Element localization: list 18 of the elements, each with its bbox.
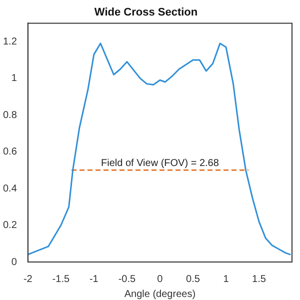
x-tick-label: 1.5 <box>252 274 266 285</box>
x-tick-label: -1.5 <box>52 274 70 285</box>
x-tick-label: -2 <box>23 274 33 285</box>
y-tick-label: 1 <box>11 73 18 84</box>
chart-title: Wide Cross Section <box>94 6 198 19</box>
x-tick-label: 1 <box>223 274 230 285</box>
y-tick-label: 1.2 <box>2 36 18 48</box>
y-tick-label: 0.4 <box>2 183 18 194</box>
x-tick-label: -1 <box>89 274 99 285</box>
y-tick-label: 0.8 <box>2 110 18 121</box>
annotation: Field of View (FOV) = 2.68 <box>100 158 220 169</box>
x-tick-label: -0.5 <box>118 274 136 285</box>
x-tick-label: 0 <box>157 274 164 285</box>
y-tick-label: 0 <box>11 256 18 268</box>
x-tick-label: 0.5 <box>186 274 200 285</box>
y-tick-label: 0.2 <box>2 220 18 232</box>
x-axis-title: Angle (degrees) <box>124 288 196 300</box>
y-tick-label: 0.6 <box>2 146 18 158</box>
